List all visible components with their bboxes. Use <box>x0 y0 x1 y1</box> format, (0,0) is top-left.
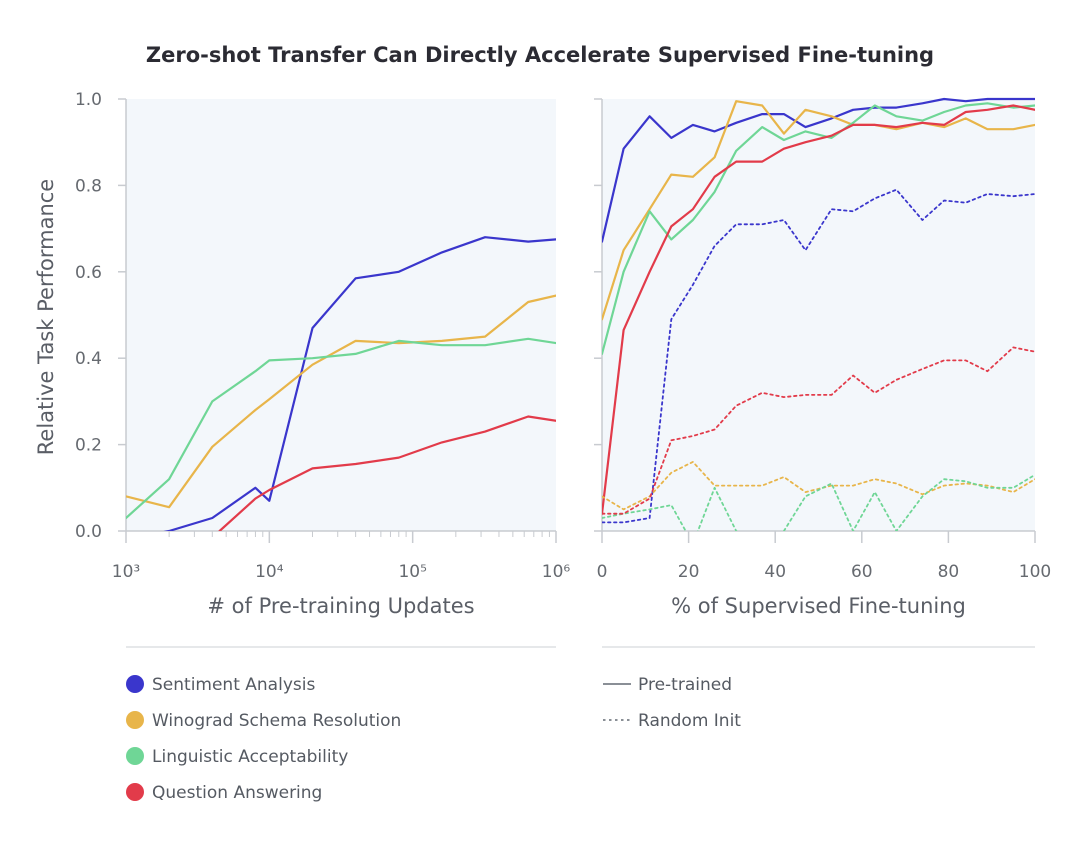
legend-label: Sentiment Analysis <box>152 675 315 695</box>
series-line-winograd-schema-resolution-random-init <box>602 460 1035 511</box>
x-tick-label: 10³ <box>112 562 140 582</box>
y-tick-label: 0.8 <box>75 176 102 196</box>
x-tick-label: 10⁴ <box>255 562 284 582</box>
series-line-linguistic-acceptability-random-init <box>602 473 1035 531</box>
legend-style-label: Random Init <box>638 711 741 731</box>
x-tick-label: 10⁵ <box>398 562 426 582</box>
series-line-question-answering-random-init <box>602 346 1035 515</box>
legend-label: Linguistic Acceptability <box>152 747 348 767</box>
x-tick-label: 100 <box>1019 562 1051 582</box>
series-line-sentiment-analysis-random-init <box>602 188 1035 524</box>
legend-swatch-sentiment-analysis <box>126 675 144 693</box>
x-axis-label-2: % of Supervised Fine-tuning <box>671 594 966 618</box>
y-tick-label: 0.6 <box>75 263 102 283</box>
y-tick-label: 0.4 <box>75 349 102 369</box>
x-tick-label: 60 <box>851 562 873 582</box>
series-line-linguistic-acceptability <box>126 337 556 520</box>
series-line-winograd-schema-resolution-pre-trained <box>602 100 1035 321</box>
series-line-linguistic-acceptability-pre-trained <box>602 102 1035 355</box>
x-axis-label-1: # of Pre-training Updates <box>207 594 474 618</box>
series-line-sentiment-analysis <box>163 236 556 531</box>
y-tick-label: 0.0 <box>75 522 102 542</box>
y-axis-label: Relative Task Performance <box>34 179 58 455</box>
series-line-winograd-schema-resolution <box>126 294 556 509</box>
legend-style-label: Pre-trained <box>638 675 732 695</box>
legend-swatch-linguistic-acceptability <box>126 747 144 765</box>
chart-title: Zero-shot Transfer Can Directly Accelera… <box>146 43 934 67</box>
y-tick-label: 0.2 <box>75 436 102 456</box>
legend-label: Winograd Schema Resolution <box>152 711 401 731</box>
x-tick-label: 20 <box>678 562 700 582</box>
series-line-question-answering-pre-trained <box>602 104 1035 515</box>
legend-swatch-question-answering <box>126 783 144 801</box>
x-tick-label: 40 <box>764 562 786 582</box>
series-line-question-answering <box>218 415 556 531</box>
x-tick-label: 80 <box>938 562 960 582</box>
panel-background-2 <box>602 99 1035 531</box>
series-line-sentiment-analysis-pre-trained <box>602 97 1035 243</box>
legend-swatch-winograd-schema-resolution <box>126 711 144 729</box>
panel-background-1 <box>126 99 556 531</box>
y-tick-label: 1.0 <box>75 90 102 110</box>
series-group-1 <box>126 236 556 531</box>
x-tick-label: 10⁶ <box>542 562 571 582</box>
series-group-2 <box>602 97 1035 531</box>
x-tick-label: 0 <box>597 562 608 582</box>
legend-label: Question Answering <box>152 783 322 803</box>
